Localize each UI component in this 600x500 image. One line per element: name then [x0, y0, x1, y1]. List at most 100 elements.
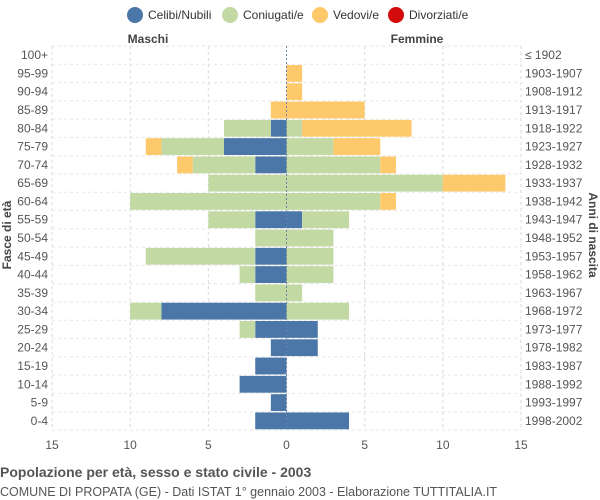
x-tick-label-2: 5: [205, 438, 212, 452]
bar-male-0-4-s0: [255, 412, 287, 430]
legend-label-1: Coniugati/e: [243, 8, 304, 22]
bar-male-35-39-s1: [255, 284, 287, 302]
bar-male-20-24-s0: [270, 339, 287, 357]
birth-year-label-4: 1918-1922: [525, 121, 583, 135]
birth-year-label-7: 1933-1937: [525, 176, 583, 190]
chart-subtitle: COMUNE DI PROPATA (GE) - Dati ISTAT 1° g…: [0, 485, 497, 499]
birth-year-label-12: 1958-1962: [525, 268, 583, 282]
bar-female-35-39-s1: [286, 284, 303, 302]
bar-female-70-74-s2: [380, 156, 396, 174]
age-label-13: 35-39: [17, 286, 48, 300]
age-label-17: 15-19: [17, 359, 48, 373]
birth-year-label-6: 1928-1932: [525, 158, 583, 172]
legend: Celibi/Nubili Coniugati/e Vedovi/e Divorzia…: [127, 7, 469, 23]
bars: [130, 65, 506, 430]
bar-female-95-99-s2: [286, 65, 303, 82]
bar-male-85-89-s2: [270, 101, 287, 119]
female-side-label: Femmine: [391, 32, 444, 46]
age-label-11: 45-49: [17, 249, 48, 263]
birth-year-label-5: 1923-1927: [525, 140, 583, 154]
birth-year-labels: ≤ 1902 1903-1907 1908-1912 1913-1917 1918-19…: [525, 48, 583, 428]
bar-female-75-79-s2: [333, 138, 381, 155]
bar-female-85-89-s2: [286, 101, 365, 119]
bar-female-90-94-s2: [286, 83, 303, 101]
bar-male-45-49-s1: [145, 247, 256, 265]
bar-female-80-84-s1: [286, 119, 303, 137]
bar-female-30-34-s1: [286, 302, 350, 320]
age-label-4: 80-84: [17, 121, 48, 135]
bar-male-10-14-s0: [239, 375, 287, 393]
bar-male-40-44-s1: [239, 266, 256, 283]
legend-marker-0: [127, 7, 143, 23]
age-label-16: 20-24: [17, 341, 48, 355]
birth-year-label-16: 1978-1982: [525, 341, 583, 355]
legend-marker-2: [312, 7, 328, 23]
legend-label-2: Vedovi/e: [333, 8, 379, 22]
x-tick-label-6: 15: [514, 438, 528, 452]
bar-male-50-54-s1: [255, 229, 287, 247]
age-label-0: 100+: [21, 48, 48, 62]
x-tick-label-5: 10: [436, 438, 450, 452]
bar-male-5-9-s0: [270, 394, 287, 411]
birth-year-label-18: 1988-1992: [525, 377, 583, 391]
bar-male-75-79-s1: [161, 138, 224, 155]
bar-male-15-19-s0: [255, 357, 287, 375]
bar-female-0-4-s0: [286, 412, 350, 430]
birth-year-label-19: 1993-1997: [525, 396, 583, 410]
bar-male-55-59-s0: [255, 211, 287, 229]
birth-year-label-8: 1938-1942: [525, 194, 583, 208]
bar-male-55-59-s1: [208, 211, 256, 229]
age-label-10: 50-54: [17, 231, 48, 245]
legend-marker-3: [388, 7, 404, 23]
x-tick-label-0: 15: [45, 438, 59, 452]
bar-female-50-54-s1: [286, 229, 334, 247]
bar-male-75-79-s2: [145, 138, 162, 155]
age-label-12: 40-44: [17, 268, 48, 282]
x-axis-ticks: 15 10 5 0 5 10 15: [45, 438, 528, 452]
y-axis-title-left: Fasce di età: [0, 200, 14, 269]
male-side-label: Maschi: [128, 32, 169, 46]
legend-marker-1: [222, 7, 238, 23]
bar-male-70-74-s0: [255, 156, 287, 174]
birth-year-label-15: 1973-1977: [525, 322, 583, 336]
age-label-6: 70-74: [17, 158, 48, 172]
x-tick-label-4: 5: [361, 438, 368, 452]
age-label-14: 30-34: [17, 304, 48, 318]
bar-male-65-69-s1: [208, 174, 287, 192]
bar-female-40-44-s1: [286, 266, 334, 283]
x-tick-label-3: 0: [283, 438, 290, 452]
age-label-9: 55-59: [17, 213, 48, 227]
age-label-5: 75-79: [17, 140, 48, 154]
legend-label-3: Divorziati/e: [409, 8, 469, 22]
bar-male-70-74-s2: [177, 156, 193, 174]
age-label-15: 25-29: [17, 322, 48, 336]
bar-male-70-74-s1: [192, 156, 256, 174]
age-label-8: 60-64: [17, 194, 48, 208]
legend-label-0: Celibi/Nubili: [148, 8, 211, 22]
age-label-2: 90-94: [17, 85, 48, 99]
birth-year-label-13: 1963-1967: [525, 286, 583, 300]
age-label-19: 5-9: [31, 396, 49, 410]
age-label-18: 10-14: [17, 377, 48, 391]
birth-year-label-1: 1903-1907: [525, 66, 583, 80]
birth-year-label-9: 1943-1947: [525, 213, 583, 227]
bar-female-60-64-s1: [286, 193, 381, 210]
birth-year-label-11: 1953-1957: [525, 249, 583, 263]
bar-male-30-34-s1: [130, 302, 162, 320]
bar-male-60-64-s1: [130, 193, 287, 210]
chart-title: Popolazione per età, sesso e stato civil…: [0, 464, 311, 480]
bar-male-25-29-s0: [255, 321, 287, 338]
age-label-7: 65-69: [17, 176, 48, 190]
bar-male-75-79-s0: [223, 138, 287, 155]
bar-female-55-59-s0: [286, 211, 303, 229]
bar-female-65-69-s2: [442, 174, 506, 192]
birth-year-label-0: ≤ 1902: [525, 48, 562, 62]
bar-male-25-29-s1: [239, 321, 256, 338]
bar-male-80-84-s0: [270, 119, 287, 137]
bar-male-80-84-s1: [223, 119, 271, 137]
birth-year-label-3: 1913-1917: [525, 103, 583, 117]
age-label-1: 95-99: [17, 66, 48, 80]
bar-female-65-69-s1: [286, 174, 443, 192]
bar-female-45-49-s1: [286, 247, 334, 265]
